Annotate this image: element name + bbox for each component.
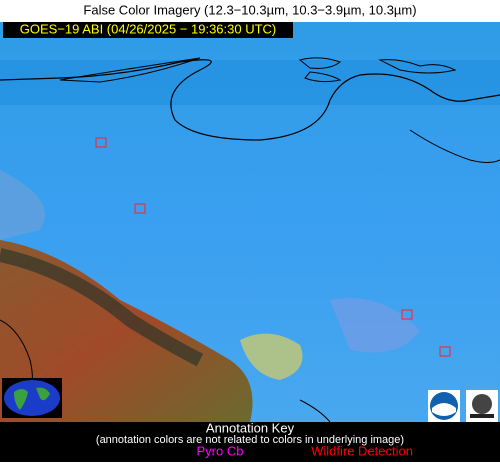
detection-box: [439, 346, 451, 357]
detection-boxes: [95, 137, 451, 357]
detection-box: [95, 137, 107, 148]
noaa-logo: [428, 390, 460, 422]
annotation-key-item: Wildfire Detection: [311, 443, 413, 458]
annotation-key: [0, 422, 500, 462]
cimss-logo: [466, 390, 498, 422]
annotation-key-items: Pyro Cb Wildfire Detection: [197, 443, 413, 458]
globe-logo: [2, 378, 62, 418]
annotation-key-note: (annotation colors are not related to co…: [96, 434, 404, 446]
annotation-key-item: Pyro Cb: [197, 443, 244, 458]
annotation-key-title: Annotation Key: [206, 420, 295, 435]
subtitle: GOES−19 ABI (04/26/2025 − 19:36:30 UTC): [20, 21, 277, 36]
detection-box: [401, 309, 413, 320]
title-bar: [0, 0, 500, 22]
satellite-image: [0, 22, 500, 423]
detection-box: [134, 203, 146, 214]
subtitle-box: [3, 22, 293, 38]
title: False Color Imagery (12.3−10.3µm, 10.3−3…: [83, 2, 416, 17]
